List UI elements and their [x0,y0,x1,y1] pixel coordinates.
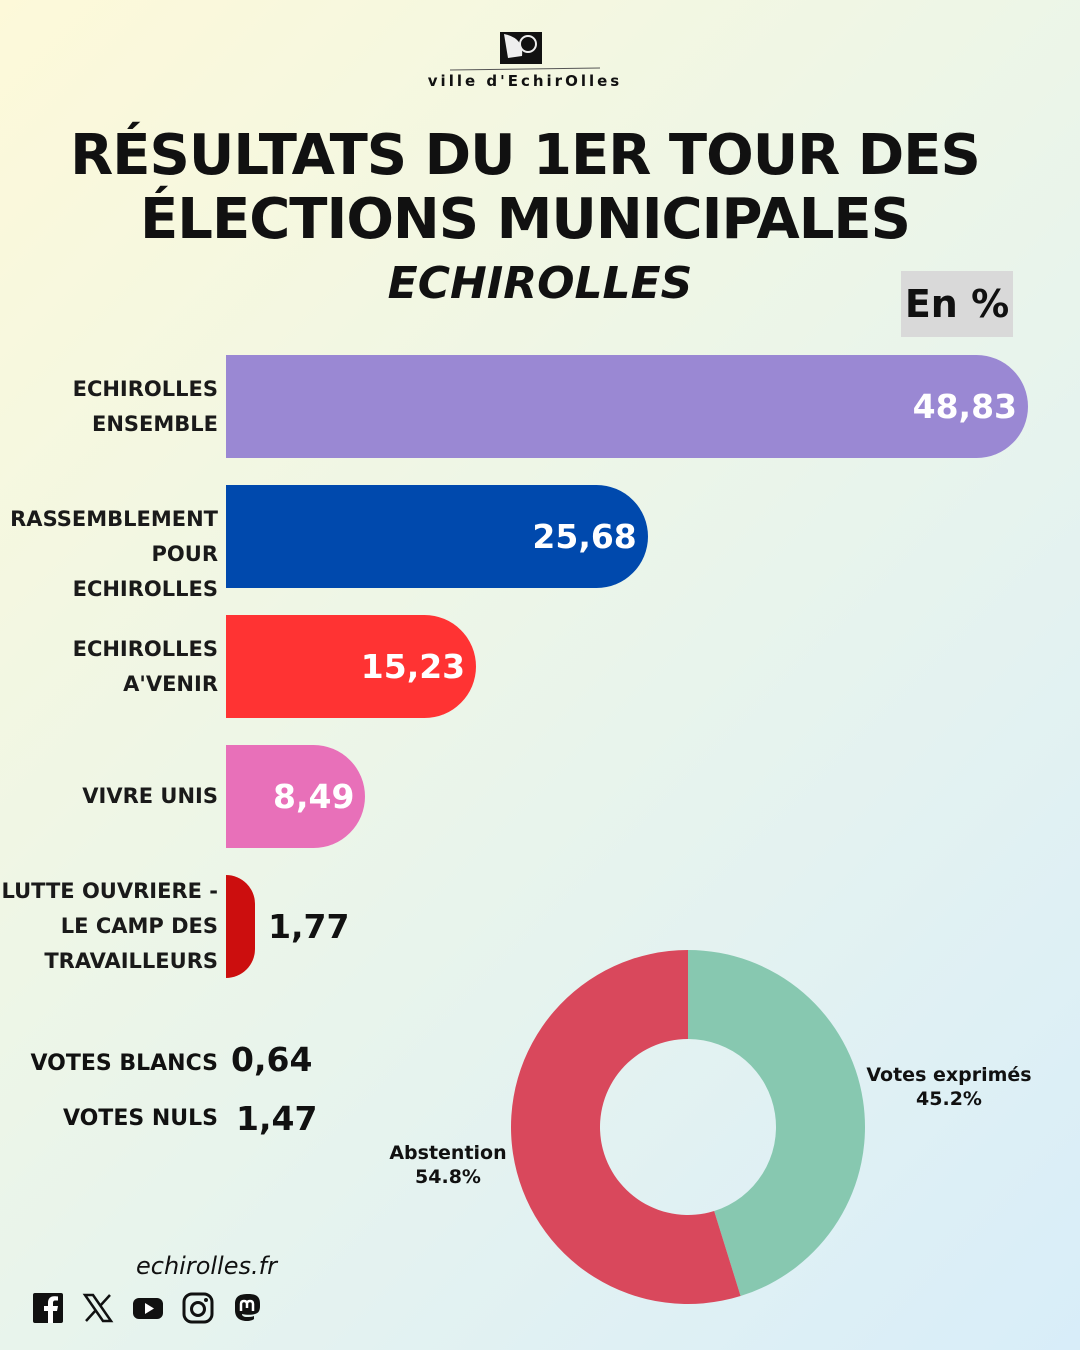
bar-3 [226,745,366,848]
bar-value-label: 25,68 [532,517,637,556]
bar-label: ECHIROLLES ENSEMBLE [73,372,218,442]
bar-1 [226,485,648,588]
bar-label-line: A'VENIR [123,671,218,696]
votes-nuls-value: 1,47 [236,1099,318,1138]
bar-label-line: LUTTE OUVRIERE - [1,879,218,903]
bar-label-line: ECHIROLLES [72,376,218,401]
unit-badge: En % [901,271,1013,337]
x-icon[interactable] [82,1292,114,1324]
bar-label: RASSEMBLEMENT POUR ECHIROLLES [0,502,218,607]
bar-label-line: TRAVAILLEURS [44,949,218,973]
social-links [32,1292,264,1324]
donut-slice-0 [688,950,865,1297]
votes-blancs-value: 0,64 [231,1040,313,1079]
bar-value-label: 8,49 [273,777,355,816]
slice-name: Votes exprimés [866,1064,1032,1086]
bar-label-line: ENSEMBLE [91,411,218,436]
title-line-2: ÉLECTIONS MUNICIPALES [140,187,911,252]
subtitle: ECHIROLLES [387,258,693,309]
bar-label: ECHIROLLES A'VENIR [73,632,218,702]
bar-label-line: LE CAMP DES [60,914,218,938]
bar-4 [226,875,256,978]
pie-label-exprimes: Votes exprimés 45.2% [860,1063,1038,1111]
bar-label-line: POUR ECHIROLLES [72,541,218,601]
bar-label: VIVRE UNIS [82,779,218,814]
donut-slice-1 [510,950,741,1304]
bar-label: LUTTE OUVRIERE - LE CAMP DES TRAVAILLEURS [1,874,218,979]
bar-label-line: RASSEMBLEMENT [10,506,218,531]
instagram-icon[interactable] [182,1292,214,1324]
bar-2 [226,615,477,718]
slice-name: Abstention [389,1142,507,1164]
bar-value-label: 48,83 [912,387,1017,426]
bar-label-line: VIVRE UNIS [82,784,218,808]
bar-label-line: ECHIROLLES [72,636,218,661]
svg-text:ville d'EchirOlles: ville d'EchirOlles [428,72,622,90]
ville-echirolles-logo: ville d'EchirOlles [428,32,622,90]
votes-nuls-label: VOTES NULS [62,1106,218,1131]
youtube-icon[interactable] [132,1292,164,1324]
mastodon-icon[interactable] [232,1292,264,1324]
pie-label-abstention: Abstention 54.8% [380,1141,516,1189]
slice-value: 45.2% [916,1088,982,1110]
bar-value-label: 15,23 [360,647,466,686]
bar-0 [226,355,1028,458]
facebook-icon[interactable] [32,1292,64,1324]
title-line-1: RÉSULTATS DU 1ER TOUR DES [70,123,981,188]
website-link[interactable]: echirolles.fr [136,1252,277,1280]
slice-value: 54.8% [415,1166,481,1188]
votes-blancs-label: VOTES BLANCS [30,1051,218,1076]
bar-value-label: 1,77 [268,907,350,946]
